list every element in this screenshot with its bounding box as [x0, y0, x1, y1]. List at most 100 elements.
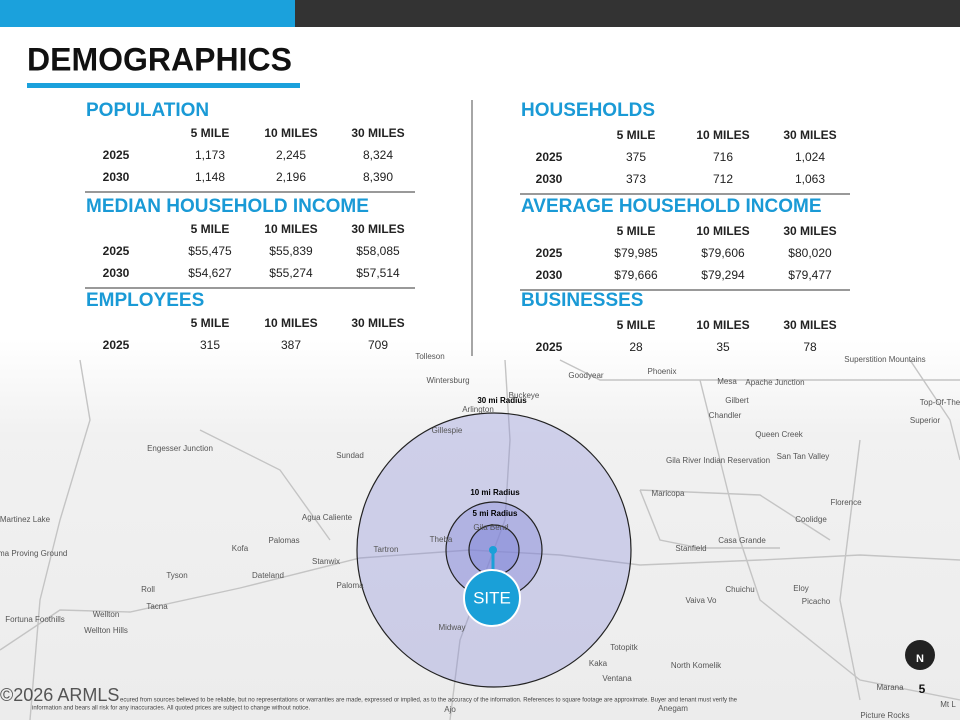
row-header: 2025 — [536, 340, 563, 354]
cell: $79,294 — [701, 268, 745, 282]
section-title: MEDIAN HOUSEHOLD INCOME — [86, 196, 369, 217]
place-label: Yuma Proving Ground — [0, 549, 67, 558]
place-label: Gillespie — [432, 426, 463, 435]
row-header: 2025 — [103, 338, 130, 352]
cell: $55,839 — [269, 244, 313, 258]
cell: 1,148 — [195, 170, 225, 184]
place-label: Arlington — [462, 405, 494, 414]
place-label: Midway — [438, 623, 465, 632]
place-label: Phoenix — [648, 367, 677, 376]
disclaimer: ecured from sources believed to be relia… — [120, 698, 738, 704]
column-header: 30 MILES — [783, 318, 836, 332]
place-label: Top-Of-The — [920, 398, 960, 407]
cell: $79,477 — [788, 268, 832, 282]
place-label: Agua Caliente — [302, 513, 353, 522]
row-header: 2025 — [103, 244, 130, 258]
page-title: DEMOGRAPHICS — [27, 41, 292, 77]
place-label: Tacna — [146, 602, 168, 611]
place-label: Stanfield — [675, 544, 706, 553]
column-header: 30 MILES — [351, 316, 404, 330]
place-label: Wellton — [93, 610, 120, 619]
cell: 1,173 — [195, 148, 225, 162]
cell: $54,627 — [188, 266, 232, 280]
place-label: Mesa — [717, 377, 737, 386]
place-label: Picture Rocks — [860, 711, 909, 720]
cell: 1,063 — [795, 172, 825, 186]
place-label: Apache Junction — [745, 378, 804, 387]
place-label: Gila Bend — [473, 523, 508, 532]
cell: $79,985 — [614, 246, 658, 260]
cell: 709 — [368, 338, 388, 352]
row-header: 2030 — [536, 172, 563, 186]
section-title: BUSINESSES — [521, 290, 643, 311]
place-label: Mt L — [940, 700, 956, 709]
section-title: EMPLOYEES — [86, 290, 204, 311]
place-label: Fortuna Foothills — [5, 615, 65, 624]
north-arrow — [905, 640, 935, 670]
place-label: Casa Grande — [718, 536, 766, 545]
place-label: Florence — [830, 498, 862, 507]
column-header: 10 MILES — [696, 318, 749, 332]
place-label: Ajo — [444, 705, 456, 714]
place-label: Martinez Lake — [0, 515, 51, 524]
place-label: Tartron — [374, 545, 399, 554]
place-label: Superior — [910, 416, 941, 425]
row-header: 2030 — [536, 268, 563, 282]
cell: 315 — [200, 338, 220, 352]
cell: $55,475 — [188, 244, 232, 258]
cell: $80,020 — [788, 246, 832, 260]
cell: 8,324 — [363, 148, 393, 162]
place-label: Buckeye — [509, 391, 540, 400]
watermark: ©2026 ARMLS — [0, 685, 119, 705]
cell: 2,245 — [276, 148, 306, 162]
map-background — [0, 340, 960, 720]
place-label: Tolleson — [415, 352, 444, 361]
column-header: 10 MILES — [264, 222, 317, 236]
place-label: Stanwix — [312, 557, 340, 566]
cell: $58,085 — [356, 244, 400, 258]
place-label: Maricopa — [652, 489, 685, 498]
place-label: Totopitk — [610, 643, 639, 652]
place-label: Wellton Hills — [84, 626, 128, 635]
header-bar — [295, 0, 960, 27]
column-header: 30 MILES — [351, 126, 404, 140]
place-label: Paloma — [336, 581, 364, 590]
cell: 373 — [626, 172, 646, 186]
place-label: Tyson — [166, 571, 187, 580]
cell: 78 — [803, 340, 817, 354]
column-header: 30 MILES — [783, 128, 836, 142]
cell: 712 — [713, 172, 733, 186]
cell: 387 — [281, 338, 301, 352]
cell: 35 — [716, 340, 730, 354]
cell: 28 — [629, 340, 643, 354]
row-header: 2030 — [103, 170, 130, 184]
radius-label: 5 mi Radius — [473, 509, 518, 518]
place-label: Gilbert — [725, 396, 749, 405]
column-header: 5 MILE — [191, 126, 230, 140]
column-header: 5 MILE — [191, 222, 230, 236]
place-label: Kofa — [232, 544, 249, 553]
column-header: 5 MILE — [617, 224, 656, 238]
column-header: 5 MILE — [617, 128, 656, 142]
cell: $79,666 — [614, 268, 658, 282]
place-label: Superstition Mountains — [844, 355, 925, 364]
place-label: Dateland — [252, 571, 284, 580]
cell: 1,024 — [795, 150, 825, 164]
row-header: 2025 — [536, 150, 563, 164]
row-header: 2030 — [103, 266, 130, 280]
site-marker — [463, 569, 521, 627]
place-label: Queen Creek — [755, 430, 804, 439]
radius-label: 10 mi Radius — [470, 488, 520, 497]
section-title: POPULATION — [86, 100, 209, 121]
place-label: Picacho — [802, 597, 831, 606]
page-number: 5 — [919, 682, 926, 696]
place-label: Anegam — [658, 704, 688, 713]
place-label: Palomas — [268, 536, 299, 545]
cell: 716 — [713, 150, 733, 164]
section-title: HOUSEHOLDS — [521, 100, 655, 121]
column-header: 5 MILE — [617, 318, 656, 332]
cell: $57,514 — [356, 266, 400, 280]
radius-label: 30 mi Radius — [477, 396, 527, 405]
title-underline — [27, 83, 300, 88]
column-header: 10 MILES — [696, 224, 749, 238]
